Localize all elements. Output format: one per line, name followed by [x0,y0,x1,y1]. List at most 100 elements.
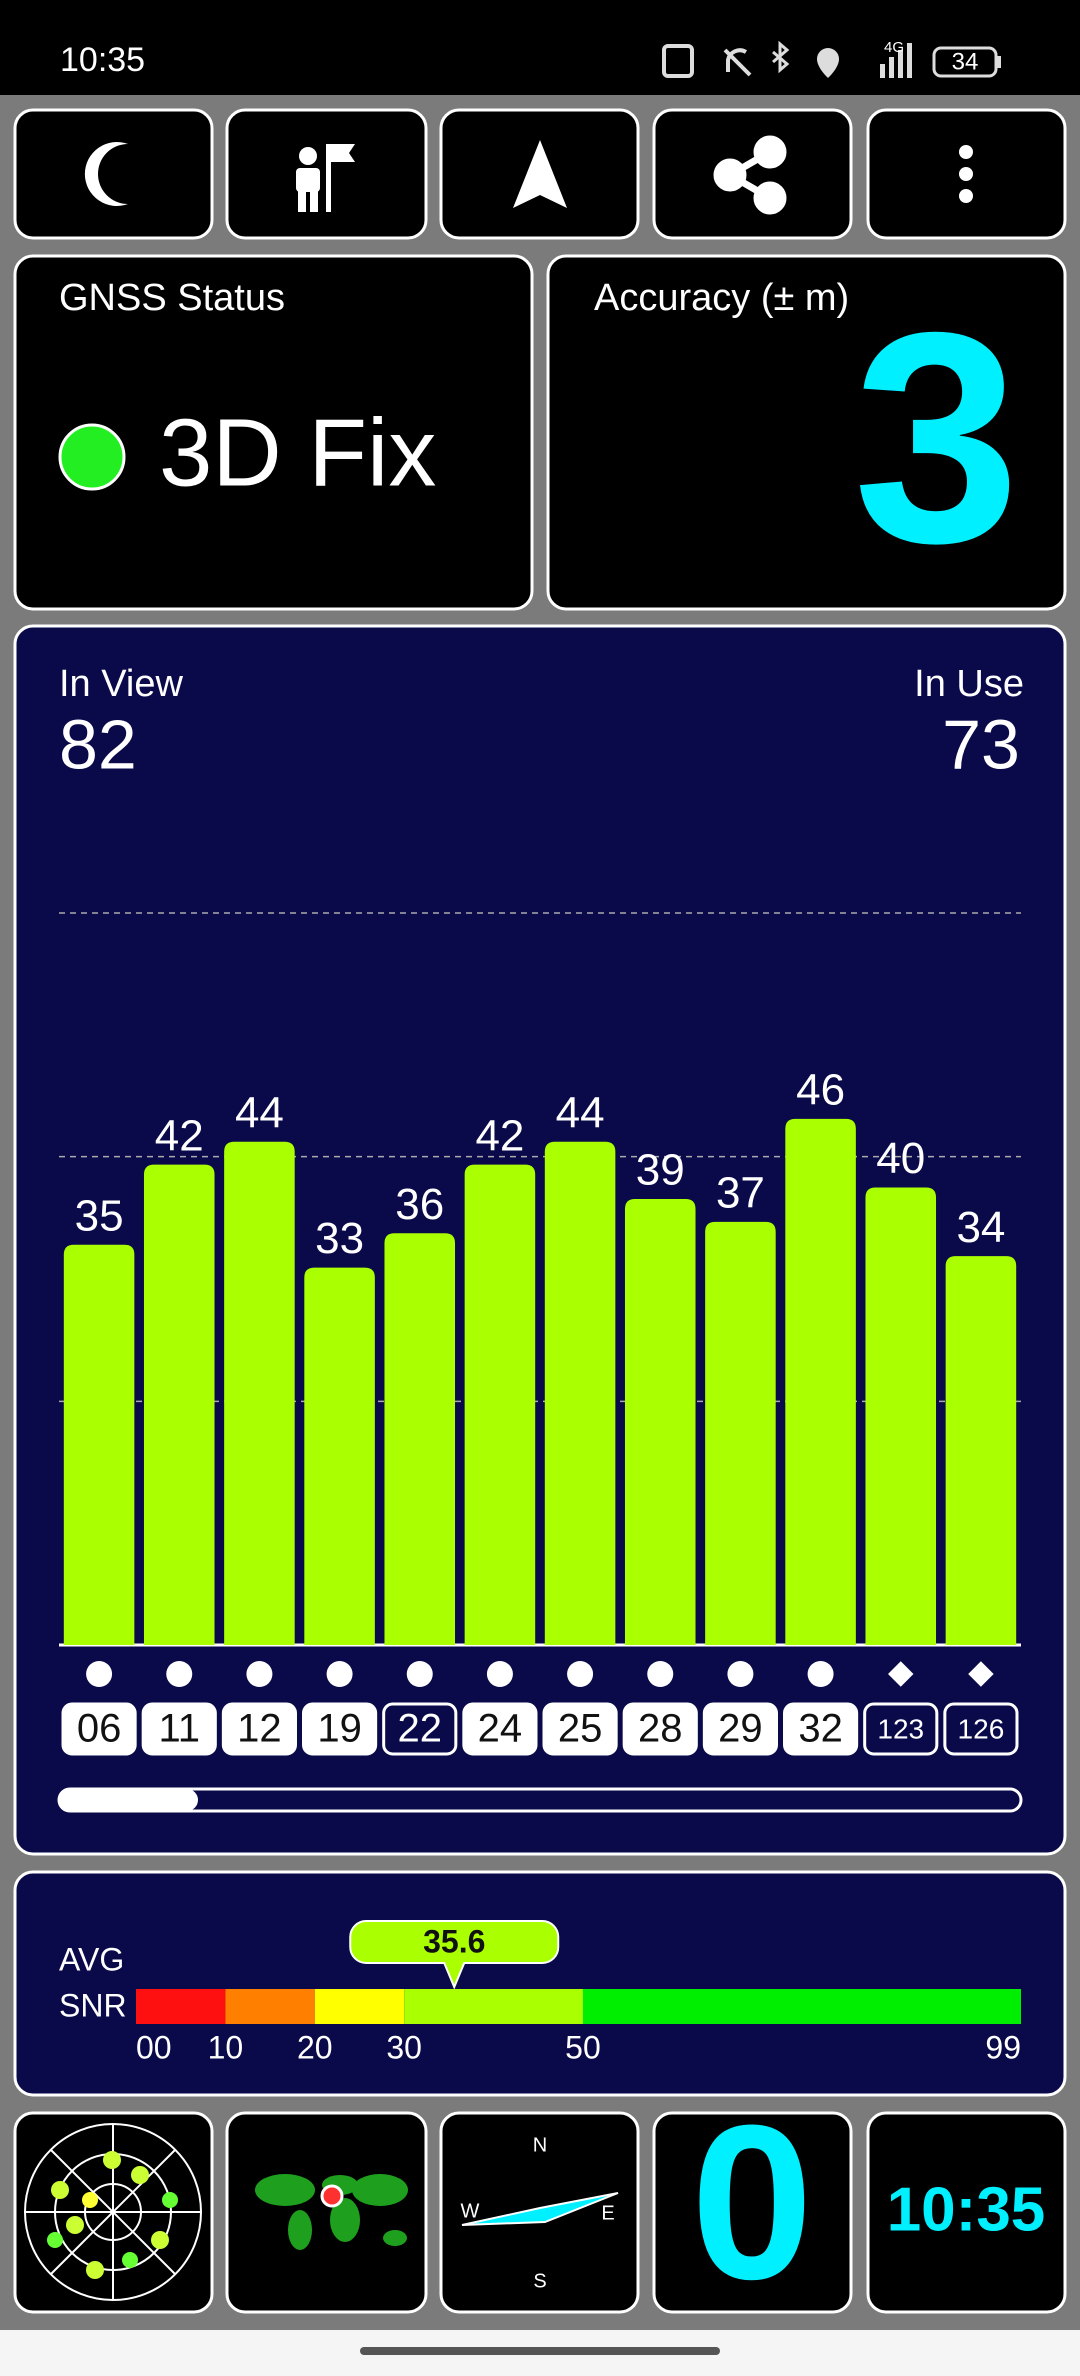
snr-tick-label: 50 [565,2029,601,2065]
satellite-id: 06 [77,1707,122,1751]
constellation-marker [86,1661,113,1687]
compass-west: W [461,2200,480,2222]
constellation-marker [326,1661,353,1687]
bar [785,1118,856,1645]
satellite-id: 28 [638,1707,683,1751]
bar [224,1141,295,1645]
snr-tick-label: 10 [208,2029,244,2065]
satellite-id: 22 [398,1707,443,1751]
share-button[interactable] [652,108,853,240]
navigate-icon [513,140,567,208]
satellite-id: 32 [798,1707,843,1751]
snr-band [582,1989,1021,2024]
fix-indicator [58,423,126,491]
satellite-id-box [61,1702,137,1756]
snr-tick-label: 20 [297,2029,333,2065]
bar [544,1141,616,1645]
constellation-marker [246,1661,273,1687]
constellation-marker [807,1661,834,1687]
bar [705,1221,776,1645]
bar-value-label: 35 [75,1191,124,1240]
snr-tick-label: 99 [985,2029,1021,2065]
constellation-marker [406,1661,433,1687]
world-map-button[interactable] [225,2111,428,2314]
bar [865,1187,937,1645]
fix-status: 3D Fix [159,399,436,506]
clock-button[interactable] [866,2111,1067,2314]
status-icons [662,40,1001,78]
satellite-id-box [302,1702,378,1756]
snr-tick-label: 30 [386,2029,422,2065]
accuracy-panel [546,254,1067,611]
satellite-id: 11 [158,1707,200,1751]
snr-pointer [349,1920,560,1990]
satellite-id-box [221,1702,297,1756]
satellite-id: 29 [718,1707,763,1751]
bar [464,1164,536,1645]
accuracy-title: Accuracy (± m) [594,277,849,319]
snr-scale: 00 10 20 30 50 99 35.6 [136,1920,1021,2065]
battery-level: 34 [952,48,979,75]
snr-band [314,1989,405,2024]
home-indicator[interactable] [360,2347,720,2355]
constellation-marker [166,1661,193,1687]
satellite-id-box [141,1702,217,1756]
satellite-id: 19 [317,1707,362,1751]
menu-icon [959,145,973,203]
avg-snr-panel [13,1870,1067,2097]
satellite-id: 12 [237,1707,282,1751]
constellation-marker [567,1661,594,1687]
satellite-id-box [622,1702,698,1756]
in-use-count: 73 [942,705,1020,783]
snr-chart: 35 06 42 11 44 12 33 19 36 22 42 24 44 25 39 28 37 29 46 32… [59,912,1021,1756]
satellite-id-box [783,1702,859,1756]
compass-south: S [533,2270,546,2292]
sky-view-satellites [47,2151,178,2279]
in-use-label: In Use [914,663,1024,705]
snr-average-value: 35.6 [423,1923,485,1959]
gnss-status-title: GNSS Status [59,277,285,319]
world-map-icon [255,2174,408,2250]
constellation-marker [486,1661,513,1687]
satellite-id-box [542,1702,618,1756]
bar [624,1198,696,1645]
bar-value-label: 46 [796,1066,845,1115]
snr-band [225,1989,315,2024]
compass-north: N [533,2134,547,2156]
night-mode-button[interactable] [13,108,214,240]
snr-tick-label: 00 [136,2029,172,2065]
constellation-marker [727,1661,754,1687]
bar-value-label: 34 [956,1203,1005,1252]
bar-value-label: 39 [636,1146,685,1195]
satellite-id-box [382,1702,458,1756]
bar-value-label: 36 [395,1180,444,1229]
snr-band [404,1989,583,2024]
satellite-id: 126 [958,1713,1005,1744]
satellite-id: 25 [558,1707,603,1751]
bar-value-label: 33 [315,1214,364,1263]
clock-value: 10:35 [887,2175,1046,2244]
bar-value-label: 44 [235,1088,284,1137]
satellite-id-box [702,1702,778,1756]
compass-needle [461,2192,619,2226]
satellite-id-box [462,1702,538,1756]
avg-label: AVG [59,1941,124,1977]
in-view-label: In View [59,663,183,705]
constellation-marker [647,1661,674,1687]
speed-button[interactable] [652,2111,853,2314]
in-view-count: 82 [59,705,137,783]
guide-icon [296,144,355,212]
satellite-id-box [943,1702,1019,1756]
bar [143,1164,215,1645]
status-time: 10:35 [60,41,145,79]
bar-value-label: 40 [876,1134,925,1183]
network-type: 4G [884,39,904,56]
satellite-id: 24 [478,1707,523,1751]
bar [384,1233,456,1645]
bar [304,1267,375,1645]
snr-label: SNR [59,1987,127,2023]
bar [63,1244,135,1645]
scrollbar-thumb[interactable] [59,1789,198,1811]
status-bar [0,0,1080,95]
